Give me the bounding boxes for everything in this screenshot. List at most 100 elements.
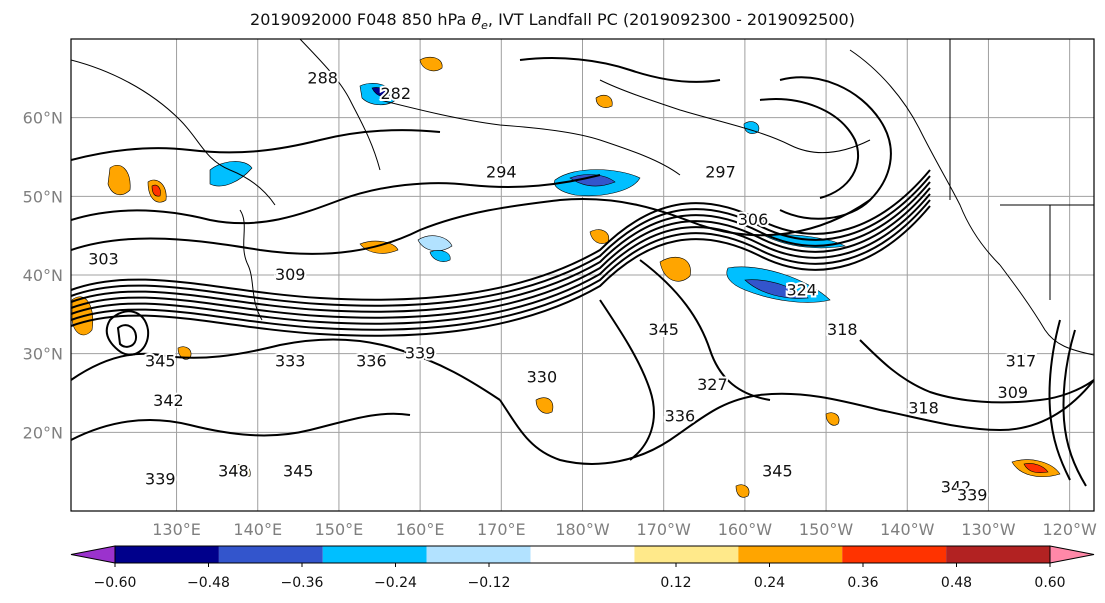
contour-label: 318 [908,399,939,418]
colorbar-tick-label: 0.60 [1034,575,1065,591]
colorbar-extend-high [1049,545,1095,564]
contour-line [779,76,892,220]
colorbar-tick-label: 0.36 [847,575,878,591]
contour-line [71,338,501,401]
contour-line [599,299,655,461]
contour-line [71,174,601,225]
lat-tick-label: 60°N [23,109,63,128]
map-title: 2019092000 F048 850 hPa θe, IVT Landfall… [250,10,855,33]
contour-line [639,259,771,401]
map-frame [70,38,1095,512]
colorbar-tick-label: 0.12 [660,575,691,591]
lon-tick-label: 140°E [233,520,282,539]
contour-label: 294 [486,163,517,182]
colorbar-tick-label: −0.36 [281,575,324,591]
colorbar: −0.60 −0.48 −0.36 −0.24 −0.12 0.12 0.24 0.36 0.4… [70,545,1095,591]
colorbar-tick-label: −0.24 [374,575,417,591]
contour-label: 339 [405,344,436,363]
anomaly-patch [735,484,750,498]
colorbar-tick-label: −0.60 [94,575,137,591]
colorbar-tick-label: −0.12 [468,575,511,591]
contour-line [71,193,931,325]
contour-label: 306 [738,210,769,229]
contour-line [71,198,871,255]
anomaly-patch [595,94,613,108]
latitude-tick-labels: 20°N 30°N 40°N 50°N 60°N [23,109,63,443]
anomaly-patch [417,235,453,252]
anomaly-patch [569,174,616,187]
contour-label: 336 [356,352,387,371]
contour-label: 345 [283,462,314,481]
colorbar-tick-label: 0.24 [754,575,785,591]
coastline-segment [299,39,381,171]
contour-label: 345 [648,320,679,339]
lon-tick-label: 140°W [880,520,935,539]
contour-line [1062,329,1087,487]
theta-e-contours [71,57,1094,487]
anomaly-patch [429,250,451,262]
contour-line [71,169,931,301]
colorbar-swatch [946,546,1050,563]
contour-line [71,205,931,337]
contour-line [1048,319,1071,481]
contour-label: 303 [88,249,119,268]
contour-label: 309 [275,265,306,284]
contour-line [105,310,150,356]
contour-label: 317 [1006,352,1037,371]
contour-label: 336 [665,407,696,426]
contour-line [519,57,721,83]
lon-tick-label: 160°E [396,520,445,539]
lat-tick-label: 20°N [23,423,63,442]
contour-line [71,181,931,313]
lon-tick-label: 170°W [637,520,692,539]
coastline-segment [999,264,1094,356]
lon-tick-label: 150°W [799,520,854,539]
anomaly-patch [1023,463,1049,474]
contour-line [71,412,411,441]
coastlines [71,39,1094,356]
contour-label: 324 [786,281,817,300]
colorbar-tick-label: −0.48 [187,575,230,591]
contour-label: 342 [153,391,184,410]
anomaly-patch [233,464,251,478]
anomaly-patch [419,56,443,72]
lat-tick-label: 40°N [23,266,63,285]
lon-tick-label: 130°E [152,520,201,539]
colorbar-swatch [530,546,635,563]
anomaly-patch [151,184,161,197]
colorbar-swatch [634,546,739,563]
lat-tick-label: 50°N [23,187,63,206]
contour-line [116,324,138,348]
contour-line [71,199,931,331]
longitude-tick-labels: 130°E 140°E 150°E 160°E 170°E 180°W 170°W 160°W… [152,520,1097,539]
anomaly-patch [107,164,131,196]
contour-label: 330 [527,367,558,386]
lon-tick-label: 150°E [315,520,364,539]
lon-tick-label: 160°W [718,520,773,539]
contour-label: 345 [762,462,793,481]
colorbar-frame [114,545,1051,564]
colorbar-swatch [322,546,427,563]
lon-tick-label: 180°W [555,520,610,539]
colorbar-swatch [115,546,219,563]
contour-label: 339 [145,470,176,489]
coastline-segment [71,59,276,206]
contour-line [71,187,931,319]
lon-tick-label: 170°E [477,520,526,539]
anomaly-patch [535,397,554,414]
colorbar-swatch [842,546,947,563]
colorbar-tick-label: 0.48 [941,575,972,591]
anomaly-patch [209,161,253,187]
anomaly-patch [371,87,391,98]
contour-label: 318 [827,320,858,339]
contour-label: 333 [275,352,306,371]
contour-label: 345 [145,352,176,371]
colorbar-swatch [218,546,323,563]
lon-tick-label: 130°W [961,520,1016,539]
contour-label: 339 [957,485,988,504]
anomaly-patch [659,256,691,282]
contour-label: 288 [307,68,338,87]
anomaly-patch [825,412,840,426]
